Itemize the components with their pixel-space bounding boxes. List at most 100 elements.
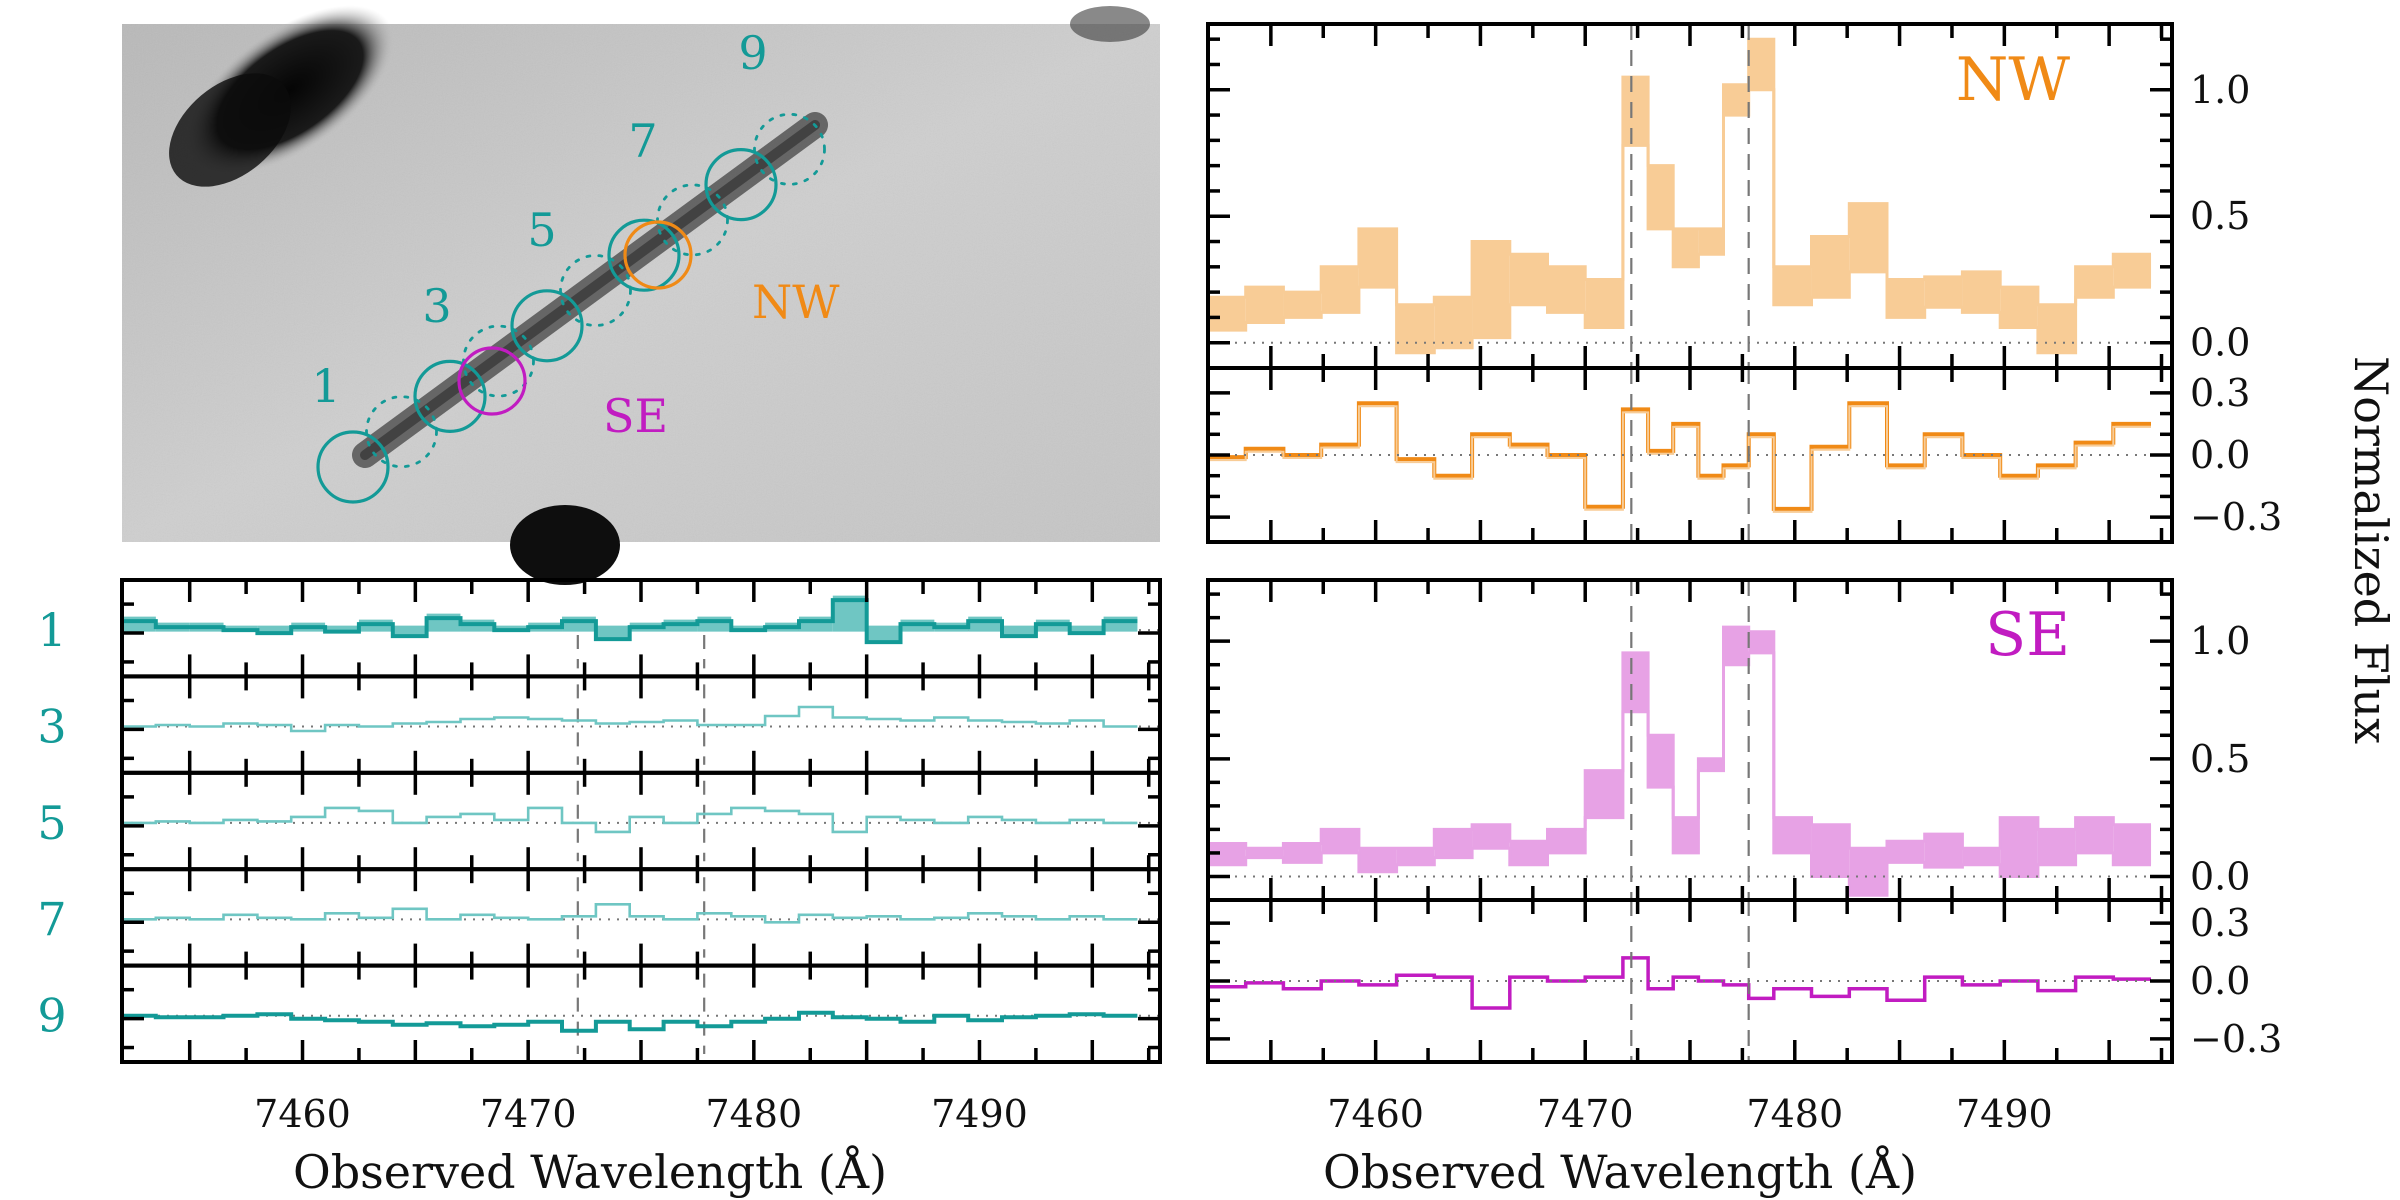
nw-resid-ytick-label-0: −0.3 [2190, 495, 2282, 539]
nw-flux-bin-23 [2000, 287, 2038, 328]
se-flux-bin-2 [1283, 843, 1322, 863]
se-flux-bin-20 [1886, 841, 1925, 863]
nw-resid-frame [1206, 366, 2174, 544]
se-panel-label: SE [1985, 600, 2070, 670]
nw-main-ytick-label-0: 0.0 [2190, 321, 2250, 365]
se-main-ytick-label-1: 0.5 [2190, 737, 2250, 781]
left-xtick-label-7460: 7460 [254, 1092, 351, 1136]
se-resid-panel: −0.3 0.0 0.3 [1206, 898, 2282, 1064]
aperture-overlay [316, 112, 826, 504]
se-residual-line [1208, 956, 2151, 1010]
aperture-label-9: 9 [738, 26, 767, 80]
se-flux-bin-14 [1698, 758, 1724, 771]
aperture-circle-3 [413, 359, 487, 433]
aperture-circle-7 [607, 218, 681, 292]
aperture-row-9-frame [120, 963, 1162, 1064]
se-resid-ytick-label-1: 0.0 [2190, 959, 2250, 1003]
sky-image-panel: 1 3 5 7 9 NW SE [122, 5, 1160, 585]
nw-residual-line [1208, 401, 2151, 511]
aperture-circle-1 [316, 430, 390, 504]
aperture-row-label-7: 7 [37, 892, 66, 946]
aperture-row-3: 3 [37, 674, 1162, 775]
nw-resid-ytick-label-2: 0.3 [2190, 371, 2250, 415]
se-flux-bin-17 [1773, 817, 1812, 853]
nw-flux-bin-3 [1321, 266, 1359, 313]
nw-flux-bin-10 [1585, 279, 1623, 328]
se-flux-bin-16 [1748, 631, 1774, 653]
aperture-row-1-bin-28 [1069, 625, 1104, 635]
aperture-row-1-bin-13 [562, 616, 596, 632]
se-flux-bin-23 [2000, 817, 2038, 877]
nw-flux-bin-22 [1962, 271, 2001, 313]
aperture-row-1-bin-14 [595, 625, 630, 641]
se-flux-bin-12 [1648, 735, 1674, 788]
nw-flux-bin-12 [1648, 165, 1674, 229]
se-flux-bin-15 [1723, 627, 1749, 665]
nw-extraction-circle [623, 220, 693, 290]
aperture-row-1: 1 [37, 578, 1162, 679]
left-xtick-label-7490: 7490 [931, 1092, 1028, 1136]
aperture-label-1: 1 [311, 359, 340, 413]
nw-flux-bin-13 [1673, 228, 1699, 267]
se-flux-bin-9 [1547, 829, 1586, 853]
nw-main-ytick-label-2: 1.0 [2190, 68, 2250, 112]
se-flux-bin-22 [1962, 848, 2001, 865]
aperture-circle-6 [559, 254, 632, 327]
nw-flux-bin-24 [2037, 304, 2076, 353]
nw-region-label: NW [752, 275, 840, 329]
x-axis-label-right: Observed Wavelength (Å) [1323, 1144, 1917, 1199]
nw-flux-bin-7 [1472, 241, 1510, 338]
se-flux-bin-3 [1321, 829, 1359, 853]
spectra-plots: 0.00.51.0NW−0.30.00.30.00.51.0SE−0.30.00… [37, 22, 2282, 1136]
se-flux-bin-18 [1811, 824, 1850, 877]
right-xtick-label-7480: 7480 [1746, 1092, 1843, 1136]
nw-flux-bin-4 [1358, 228, 1397, 288]
se-resid-ytick-label-2: 0.3 [2190, 901, 2250, 945]
se-flux-bin-25 [2075, 817, 2114, 853]
aperture-row-5: 5 [37, 770, 1162, 872]
aperture-label-group: 1 3 5 7 9 [311, 26, 767, 413]
aperture-circle-2 [365, 395, 438, 469]
se-extraction-circle [457, 346, 527, 416]
nw-resid-ytick-label-1: 0.0 [2190, 433, 2250, 477]
aperture-circle-9 [704, 148, 778, 222]
aperture-row-1-spectrum [122, 598, 1138, 645]
nw-flux-bin-5 [1396, 304, 1435, 353]
aperture-label-3: 3 [422, 279, 451, 333]
right-xtick-label-7460: 7460 [1327, 1092, 1424, 1136]
se-region-label: SE [603, 389, 668, 443]
aperture-row-7: 7 [37, 867, 1162, 968]
aperture-label-7: 7 [628, 114, 657, 168]
bright-galaxy-core [169, 73, 291, 187]
nw-flux-bin-25 [2075, 266, 2114, 298]
nw-residual-shadow [1208, 405, 2151, 513]
se-main-ytick-label-0: 0.0 [2190, 854, 2250, 898]
aperture-circle-4 [462, 324, 535, 398]
aperture-row-1-bin-4 [257, 625, 292, 635]
nw-flux-bin-14 [1698, 228, 1724, 255]
left-xtick-label-7470: 7470 [480, 1092, 577, 1136]
se-flux-bin-11 [1622, 652, 1649, 712]
aperture-row-1-bin-17 [697, 616, 732, 632]
aperture-row-3-spectrum [122, 705, 1138, 733]
x-axis-label-left: Observed Wavelength (Å) [293, 1144, 887, 1199]
nw-main-ytick-label-1: 0.5 [2190, 194, 2250, 238]
nw-flux-bin-1 [1245, 287, 1284, 323]
corner-galaxy-blob [1070, 6, 1150, 42]
lower-galaxy-blob [510, 505, 620, 585]
nw-flux-bin-8 [1509, 254, 1548, 305]
nw-flux-bin-19 [1849, 203, 1887, 272]
nw-flux-bin-16 [1748, 39, 1774, 90]
se-flux-bin-10 [1585, 770, 1623, 818]
se-flux-bin-5 [1396, 848, 1435, 865]
nw-flux-bin-18 [1811, 236, 1850, 298]
aperture-row-5-spectrum [122, 806, 1138, 834]
aperture-row-label-1: 1 [37, 603, 66, 657]
se-flux-bin-7 [1472, 824, 1510, 849]
se-flux-bin-13 [1673, 817, 1699, 853]
se-main-panel: 0.0 0.5 1.0 SE [1206, 578, 2250, 902]
nw-flux-bin-26 [2113, 254, 2152, 288]
nw-flux-bin-0 [1208, 297, 1246, 331]
aperture-circle-5 [510, 289, 584, 363]
aperture-row-1-bin-6 [325, 625, 359, 634]
